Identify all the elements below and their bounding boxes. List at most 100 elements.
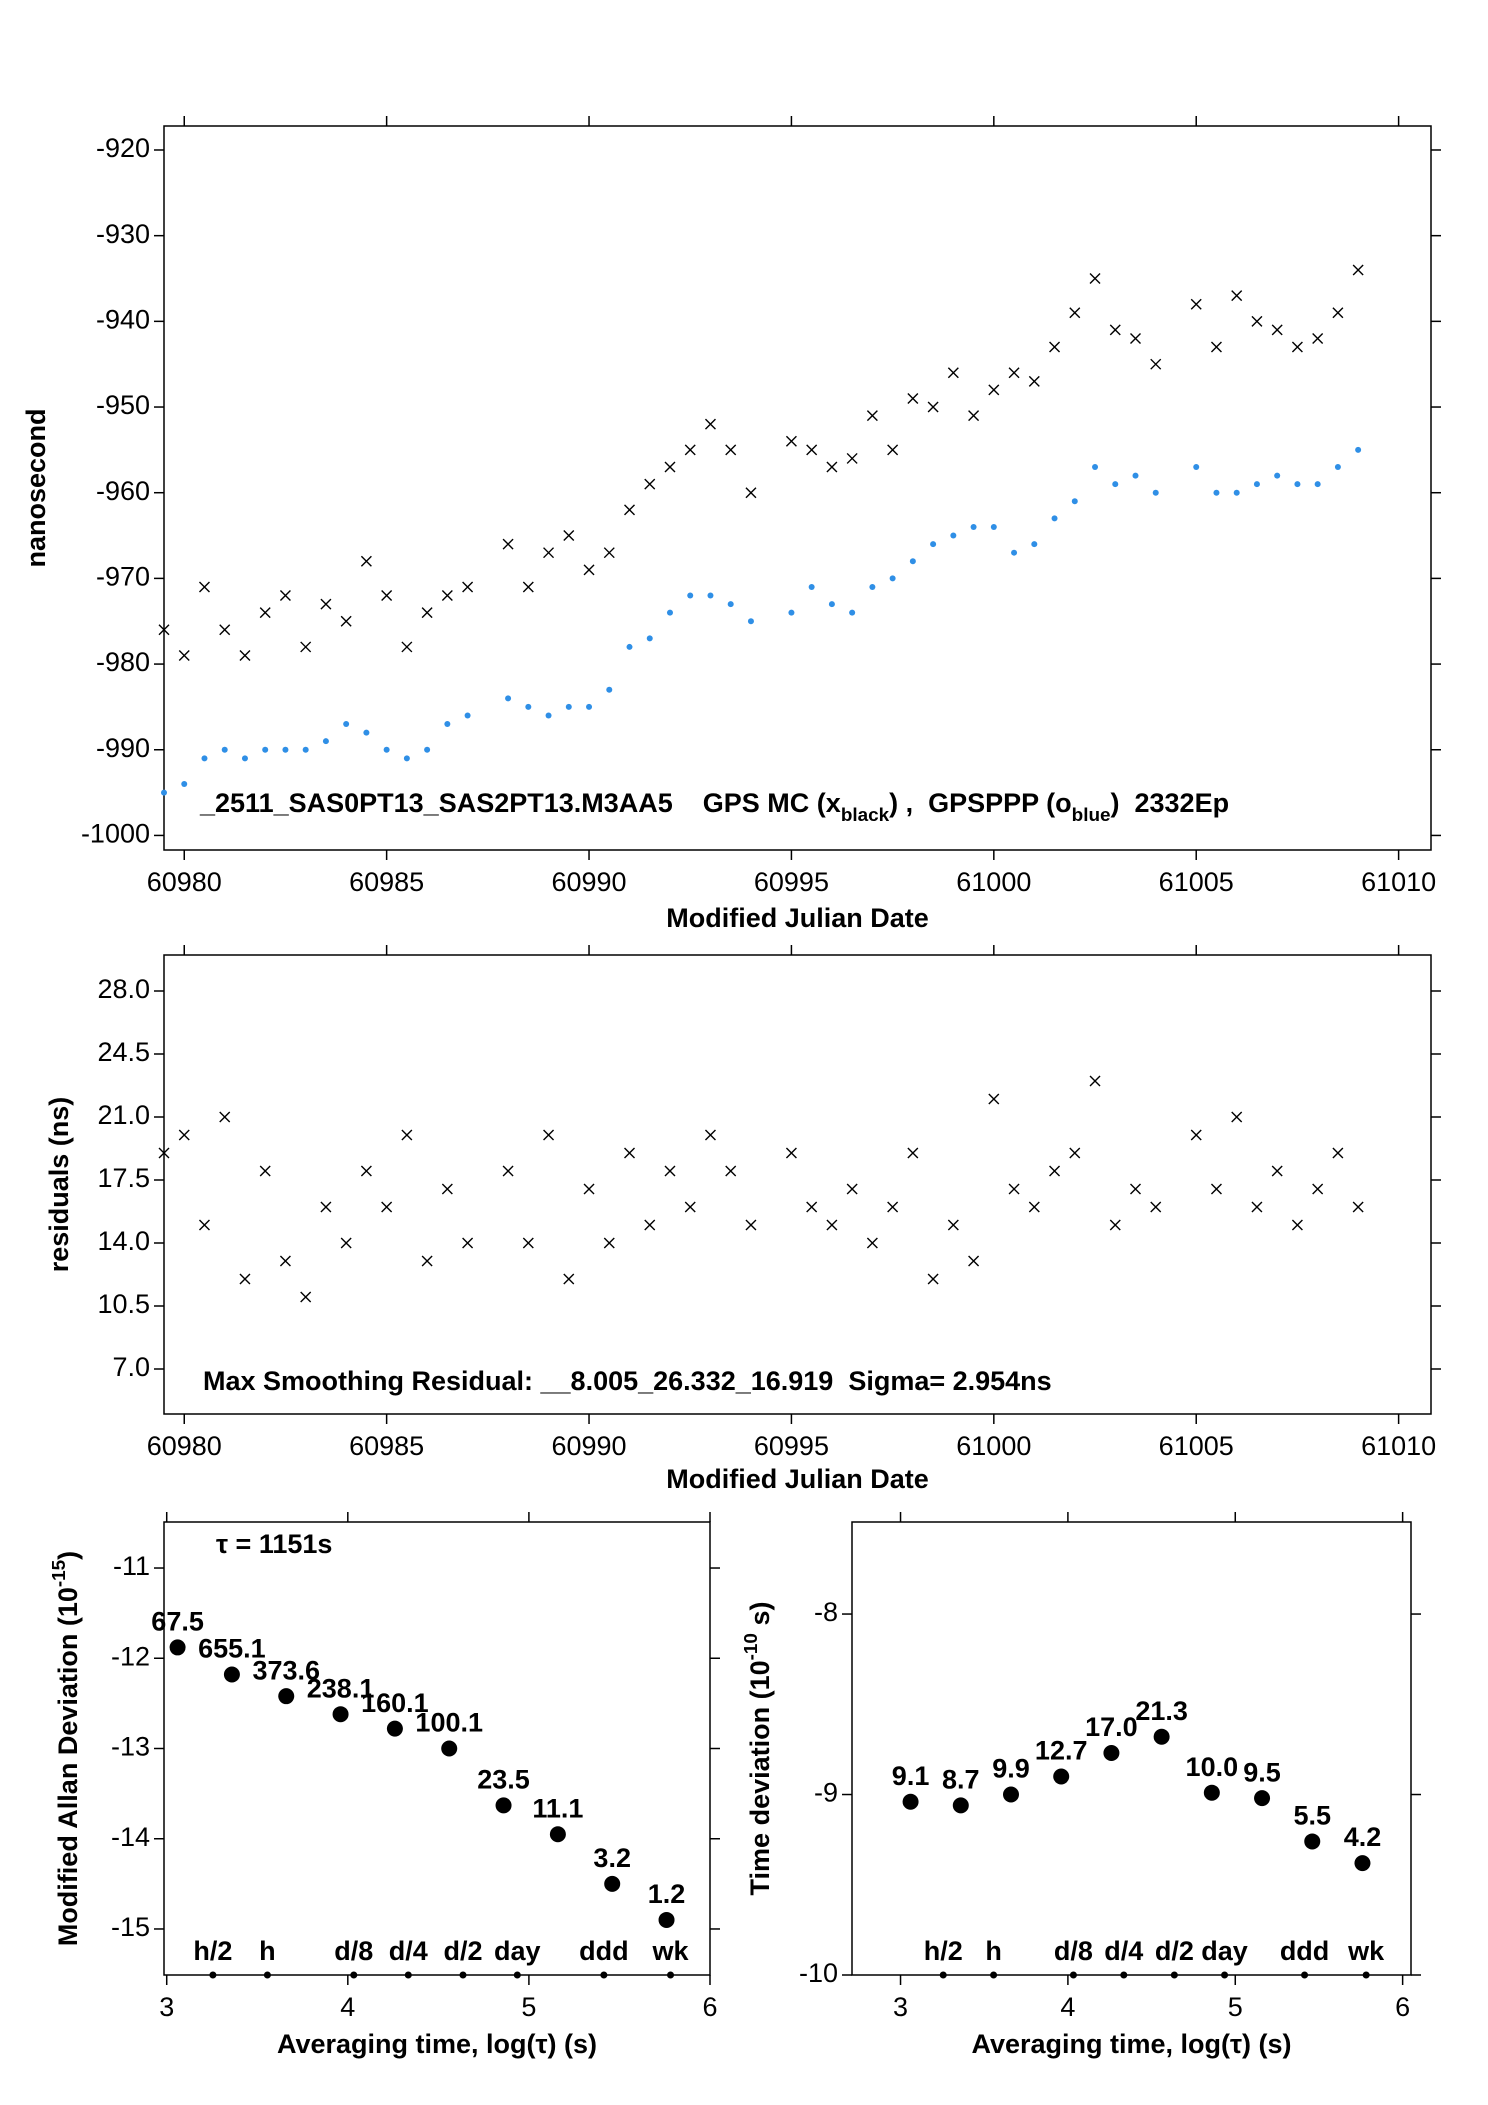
x-tick-label: 60980 bbox=[147, 1431, 222, 1461]
dot-marker bbox=[322, 738, 329, 745]
cross-marker bbox=[947, 367, 959, 379]
x-tick-label: 60995 bbox=[754, 867, 829, 897]
cross-marker bbox=[1332, 1147, 1344, 1159]
cross-marker bbox=[745, 487, 757, 499]
cross-marker bbox=[684, 444, 696, 456]
dot-marker bbox=[525, 703, 532, 710]
subscript: black bbox=[841, 805, 890, 826]
point-label: 160.1 bbox=[361, 1688, 429, 1718]
interval-mark bbox=[939, 1971, 947, 1979]
cross-marker bbox=[968, 410, 980, 422]
plot-frame bbox=[851, 1521, 1412, 1976]
cross-marker bbox=[806, 444, 818, 456]
cross-marker bbox=[1008, 367, 1020, 379]
point bbox=[169, 1639, 186, 1656]
y-tick-label: 14.0 bbox=[97, 1226, 150, 1256]
y-tick-label: 28.0 bbox=[97, 974, 150, 1004]
cross-marker bbox=[1291, 341, 1303, 353]
interval-mark bbox=[667, 1971, 675, 1979]
interval-mark bbox=[263, 1971, 271, 1979]
cross-marker bbox=[1049, 1165, 1061, 1177]
x-tick-label: 61000 bbox=[956, 1431, 1031, 1461]
point bbox=[1053, 1768, 1070, 1785]
interval-mark bbox=[1170, 1971, 1178, 1979]
dot-marker bbox=[343, 721, 350, 728]
text-part: residuals (ns) bbox=[44, 1097, 74, 1273]
cross-marker bbox=[725, 1165, 737, 1177]
point bbox=[549, 1826, 566, 1843]
dot-marker bbox=[646, 635, 653, 642]
y-tick-label: -940 bbox=[96, 304, 150, 334]
text-part: ) 2332Ep bbox=[1111, 788, 1230, 818]
annotation: _2511_SAS0PT13_SAS2PT13.M3AA5 GPS MC (xb… bbox=[199, 788, 1229, 825]
dot-marker bbox=[586, 703, 593, 710]
cross-marker bbox=[1251, 1201, 1263, 1213]
text-part: ) bbox=[53, 1551, 83, 1560]
dot-marker bbox=[849, 609, 856, 616]
x-tick-label: 61010 bbox=[1361, 1431, 1436, 1461]
point bbox=[1103, 1745, 1120, 1762]
cross-marker bbox=[806, 1201, 818, 1213]
dot-marker bbox=[464, 712, 471, 719]
interval-mark bbox=[404, 1971, 412, 1979]
cross-marker bbox=[1089, 1075, 1101, 1087]
x-axis-title: Averaging time, log(τ) (s) bbox=[971, 2029, 1291, 2059]
cross-marker bbox=[502, 1165, 514, 1177]
dot-marker bbox=[1112, 481, 1119, 488]
interval-label: day bbox=[494, 1936, 541, 1966]
x-tick-label: 5 bbox=[1228, 1992, 1243, 2022]
cross-marker bbox=[1210, 341, 1222, 353]
cross-marker bbox=[1352, 264, 1364, 276]
point bbox=[495, 1797, 512, 1814]
x-tick-label: 3 bbox=[159, 1992, 174, 2022]
x-tick-label: 61005 bbox=[1159, 1431, 1234, 1461]
interval-label: wk bbox=[1347, 1936, 1385, 1966]
point bbox=[278, 1688, 295, 1705]
point-label: 238.1 bbox=[307, 1673, 375, 1703]
cross-marker bbox=[421, 1255, 433, 1267]
cross-marker bbox=[927, 401, 939, 413]
interval-mark bbox=[1301, 1971, 1309, 1979]
cross-marker bbox=[664, 461, 676, 473]
point bbox=[1203, 1784, 1220, 1801]
cross-marker bbox=[158, 1147, 170, 1159]
cross-marker bbox=[1271, 1165, 1283, 1177]
cross-marker bbox=[1028, 1201, 1040, 1213]
interval-mark bbox=[1069, 1971, 1077, 1979]
x-tick-label: 60990 bbox=[551, 1431, 626, 1461]
cross-marker bbox=[219, 1111, 231, 1123]
y-tick-label: -14 bbox=[111, 1822, 150, 1852]
interval-mark bbox=[513, 1971, 521, 1979]
text-part: s) bbox=[745, 1602, 775, 1634]
dot-marker bbox=[1193, 464, 1200, 471]
x-tick-label: 5 bbox=[521, 1992, 536, 2022]
dot-marker bbox=[707, 592, 714, 599]
text-part: nanosecond bbox=[21, 408, 51, 567]
dot-marker bbox=[990, 523, 997, 530]
cross-marker bbox=[1291, 1219, 1303, 1231]
cross-marker bbox=[522, 1237, 534, 1249]
subscript: blue bbox=[1072, 805, 1111, 826]
x-tick-label: 60985 bbox=[349, 1431, 424, 1461]
x-tick-label: 60980 bbox=[147, 867, 222, 897]
dot-marker bbox=[808, 583, 815, 590]
x-tick-label: 61010 bbox=[1361, 867, 1436, 897]
text-part: ) , GPSPPP (o bbox=[889, 788, 1072, 818]
cross-marker bbox=[219, 624, 231, 636]
point-label: 12.7 bbox=[1035, 1736, 1088, 1766]
cross-marker bbox=[846, 452, 858, 464]
x-axis-title: Averaging time, log(τ) (s) bbox=[277, 2029, 597, 2059]
cross-marker bbox=[1049, 341, 1061, 353]
cross-marker bbox=[583, 564, 595, 576]
dot-marker bbox=[282, 746, 289, 753]
y-tick-label: -9 bbox=[814, 1778, 838, 1808]
point bbox=[952, 1797, 969, 1814]
interval-label: d/8 bbox=[334, 1936, 373, 1966]
cross-marker bbox=[907, 392, 919, 404]
cross-marker bbox=[1352, 1201, 1364, 1213]
cross-marker bbox=[968, 1255, 980, 1267]
cross-marker bbox=[1210, 1183, 1222, 1195]
dot-marker bbox=[161, 789, 167, 796]
dot-marker bbox=[383, 746, 390, 753]
